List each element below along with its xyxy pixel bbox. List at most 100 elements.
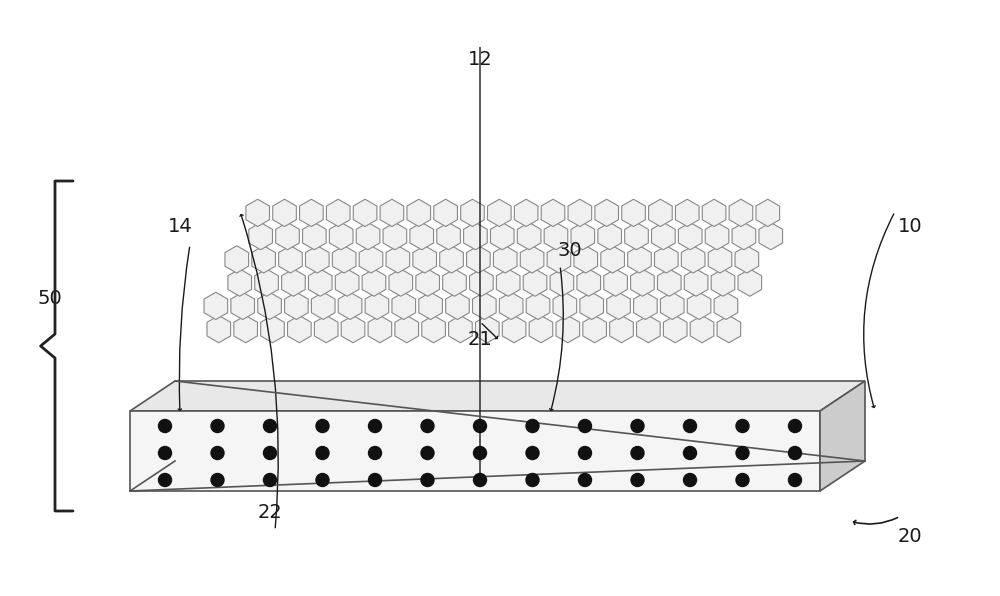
Polygon shape bbox=[496, 269, 520, 296]
Polygon shape bbox=[407, 199, 431, 226]
Circle shape bbox=[736, 473, 749, 486]
Polygon shape bbox=[437, 222, 460, 250]
Circle shape bbox=[788, 446, 801, 460]
Polygon shape bbox=[246, 199, 270, 226]
Polygon shape bbox=[568, 199, 592, 226]
Polygon shape bbox=[386, 246, 410, 273]
Polygon shape bbox=[523, 269, 547, 296]
Polygon shape bbox=[311, 292, 335, 319]
Polygon shape bbox=[249, 222, 272, 250]
Polygon shape bbox=[413, 246, 437, 273]
Polygon shape bbox=[514, 199, 538, 226]
Polygon shape bbox=[544, 222, 568, 250]
Circle shape bbox=[683, 473, 696, 486]
Polygon shape bbox=[255, 269, 278, 296]
Polygon shape bbox=[419, 292, 442, 319]
Polygon shape bbox=[225, 246, 249, 273]
Polygon shape bbox=[464, 222, 487, 250]
Polygon shape bbox=[362, 269, 386, 296]
Circle shape bbox=[368, 473, 381, 486]
Circle shape bbox=[473, 473, 486, 486]
Polygon shape bbox=[574, 246, 598, 273]
Polygon shape bbox=[820, 381, 865, 491]
Polygon shape bbox=[732, 222, 756, 250]
Polygon shape bbox=[660, 292, 684, 319]
Polygon shape bbox=[204, 292, 228, 319]
Polygon shape bbox=[622, 199, 645, 226]
Polygon shape bbox=[756, 199, 780, 226]
Circle shape bbox=[631, 446, 644, 460]
Polygon shape bbox=[258, 292, 281, 319]
Circle shape bbox=[316, 446, 329, 460]
Polygon shape bbox=[553, 292, 577, 319]
Polygon shape bbox=[353, 199, 377, 226]
Polygon shape bbox=[490, 222, 514, 250]
Circle shape bbox=[736, 446, 749, 460]
Circle shape bbox=[158, 473, 172, 486]
Polygon shape bbox=[702, 199, 726, 226]
Polygon shape bbox=[443, 269, 466, 296]
Polygon shape bbox=[759, 222, 783, 250]
Text: 22: 22 bbox=[258, 503, 282, 522]
Polygon shape bbox=[440, 246, 463, 273]
Polygon shape bbox=[231, 292, 254, 319]
Polygon shape bbox=[416, 269, 439, 296]
Polygon shape bbox=[228, 269, 252, 296]
Polygon shape bbox=[234, 315, 257, 343]
Polygon shape bbox=[705, 222, 729, 250]
Polygon shape bbox=[634, 292, 657, 319]
Polygon shape bbox=[434, 199, 457, 226]
Polygon shape bbox=[625, 222, 648, 250]
Circle shape bbox=[264, 446, 276, 460]
Polygon shape bbox=[276, 222, 299, 250]
Polygon shape bbox=[467, 246, 490, 273]
Circle shape bbox=[421, 420, 434, 433]
Polygon shape bbox=[529, 315, 553, 343]
Polygon shape bbox=[526, 292, 550, 319]
Polygon shape bbox=[517, 222, 541, 250]
Polygon shape bbox=[571, 222, 595, 250]
Polygon shape bbox=[711, 269, 735, 296]
Polygon shape bbox=[252, 246, 275, 273]
Polygon shape bbox=[300, 199, 323, 226]
Polygon shape bbox=[649, 199, 672, 226]
Circle shape bbox=[158, 446, 172, 460]
Polygon shape bbox=[410, 222, 434, 250]
Circle shape bbox=[421, 473, 434, 486]
Circle shape bbox=[526, 420, 539, 433]
Polygon shape bbox=[446, 292, 469, 319]
Text: 10: 10 bbox=[898, 217, 922, 236]
Polygon shape bbox=[577, 269, 601, 296]
Polygon shape bbox=[598, 222, 621, 250]
Polygon shape bbox=[288, 315, 311, 343]
Circle shape bbox=[368, 446, 381, 460]
Polygon shape bbox=[675, 199, 699, 226]
Polygon shape bbox=[475, 315, 499, 343]
Polygon shape bbox=[207, 315, 231, 343]
Polygon shape bbox=[687, 292, 711, 319]
Circle shape bbox=[264, 473, 276, 486]
Circle shape bbox=[578, 420, 592, 433]
Polygon shape bbox=[365, 292, 389, 319]
Circle shape bbox=[683, 420, 696, 433]
Polygon shape bbox=[359, 246, 383, 273]
Circle shape bbox=[526, 473, 539, 486]
Polygon shape bbox=[729, 199, 753, 226]
Text: 12: 12 bbox=[468, 50, 492, 69]
Polygon shape bbox=[735, 246, 759, 273]
Polygon shape bbox=[303, 222, 326, 250]
Polygon shape bbox=[449, 315, 472, 343]
Polygon shape bbox=[305, 246, 329, 273]
Polygon shape bbox=[335, 269, 359, 296]
Polygon shape bbox=[329, 222, 353, 250]
Circle shape bbox=[368, 420, 381, 433]
Circle shape bbox=[788, 420, 801, 433]
Polygon shape bbox=[595, 199, 619, 226]
Circle shape bbox=[683, 446, 696, 460]
Polygon shape bbox=[583, 315, 606, 343]
Circle shape bbox=[316, 473, 329, 486]
Circle shape bbox=[578, 446, 592, 460]
Polygon shape bbox=[708, 246, 732, 273]
Polygon shape bbox=[285, 292, 308, 319]
Polygon shape bbox=[663, 315, 687, 343]
